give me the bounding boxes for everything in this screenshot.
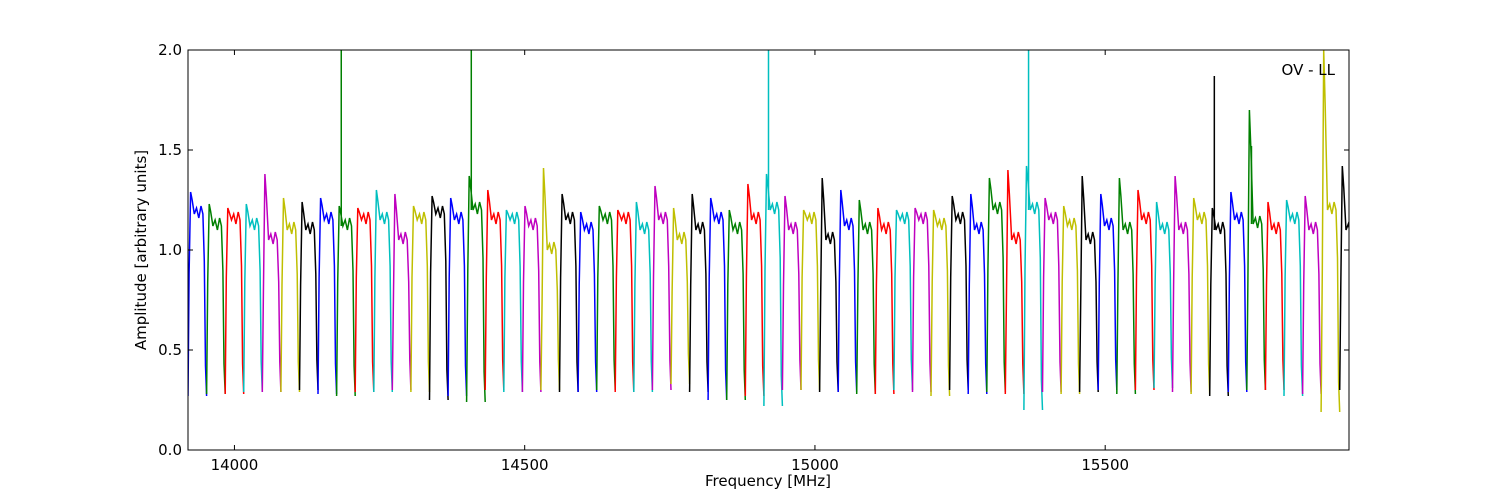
band-series-line bbox=[1078, 175, 1099, 393]
band-series-line bbox=[1041, 197, 1062, 393]
y-tick-label: 2.0 bbox=[158, 41, 182, 59]
band-series-line bbox=[484, 189, 505, 391]
band-series-line bbox=[1004, 169, 1025, 395]
band-series-line bbox=[1190, 197, 1211, 395]
y-tick-label: 0.0 bbox=[158, 441, 182, 459]
band-series-line bbox=[1023, 165, 1044, 411]
band-series-line bbox=[558, 193, 579, 393]
band-series-line bbox=[818, 177, 839, 393]
band-series-line bbox=[317, 197, 338, 395]
band-series-line bbox=[577, 211, 598, 393]
band-series-line bbox=[1301, 195, 1322, 395]
x-axis: 14000 14500 15000 15500 bbox=[211, 50, 1129, 474]
band-series-line bbox=[1171, 175, 1192, 393]
band-series-line bbox=[763, 173, 784, 407]
y-tick-label: 1.5 bbox=[158, 141, 182, 159]
y-axis: 0.0 0.5 1.0 1.5 2.0 bbox=[158, 41, 1349, 459]
band-series-line bbox=[1134, 189, 1155, 391]
band-series-line bbox=[540, 167, 561, 391]
band-series-line bbox=[670, 207, 691, 385]
band-series-line bbox=[503, 209, 524, 393]
band-series-line bbox=[1246, 109, 1267, 391]
band-series-line bbox=[967, 193, 988, 395]
band-series-line bbox=[1283, 199, 1304, 397]
band-series-line bbox=[930, 209, 951, 397]
band-series-line bbox=[391, 193, 412, 391]
band-series-line bbox=[893, 209, 914, 391]
band-series-line bbox=[633, 201, 654, 393]
band-series-line bbox=[447, 197, 468, 397]
band-series-line bbox=[986, 177, 1007, 393]
band-series-line bbox=[1060, 205, 1081, 395]
band-series-line bbox=[874, 207, 895, 395]
band-series-line bbox=[855, 199, 877, 395]
band-series-line bbox=[354, 207, 375, 393]
band-series-line bbox=[373, 189, 394, 393]
y-axis-label: Amplitude [arbitrary units] bbox=[132, 150, 150, 350]
x-tick-label: 14500 bbox=[501, 456, 549, 474]
band-series-line bbox=[1097, 193, 1118, 391]
band-series-line bbox=[428, 195, 449, 401]
band-series-line bbox=[465, 175, 486, 403]
y-tick-label: 1.0 bbox=[158, 241, 182, 259]
band-series-line bbox=[410, 205, 431, 393]
band-series-line bbox=[744, 183, 765, 397]
band-series-line bbox=[614, 209, 635, 393]
band-series-line bbox=[781, 195, 802, 391]
band-series-line bbox=[595, 205, 616, 391]
y-tick-label: 0.5 bbox=[158, 341, 182, 359]
band-series-line bbox=[911, 207, 932, 393]
band-series-line bbox=[837, 189, 858, 393]
band-series-line bbox=[707, 197, 728, 401]
band-series-line bbox=[1153, 201, 1174, 389]
band-series-line bbox=[298, 201, 319, 391]
band-series-line bbox=[1227, 191, 1248, 393]
series-layer bbox=[188, 50, 1349, 413]
band-series-line bbox=[242, 203, 264, 393]
x-tick-label: 15500 bbox=[1081, 456, 1129, 474]
band-series-line bbox=[521, 205, 542, 393]
band-series-line bbox=[205, 203, 226, 395]
band-series-line bbox=[188, 191, 208, 397]
band-series-line bbox=[1320, 50, 1341, 413]
x-tick-label: 14000 bbox=[211, 456, 259, 474]
band-series-line bbox=[335, 205, 356, 397]
band-series-line bbox=[948, 195, 969, 391]
band-series-line bbox=[1338, 165, 1349, 391]
band-series-line bbox=[800, 209, 821, 391]
band-series-line bbox=[280, 197, 301, 393]
x-tick-label: 15000 bbox=[791, 456, 839, 474]
band-series-line bbox=[1208, 207, 1230, 397]
band-series-line bbox=[651, 185, 672, 391]
band-series-line bbox=[261, 173, 282, 393]
x-axis-label: Frequency [MHz] bbox=[705, 472, 831, 490]
band-series-line bbox=[224, 207, 245, 395]
band-series-line bbox=[1264, 201, 1285, 391]
band-series-line bbox=[725, 209, 747, 401]
annotation-label: OV - LL bbox=[1282, 61, 1336, 79]
band-series-line bbox=[1116, 177, 1137, 395]
band-series-line bbox=[688, 193, 709, 393]
